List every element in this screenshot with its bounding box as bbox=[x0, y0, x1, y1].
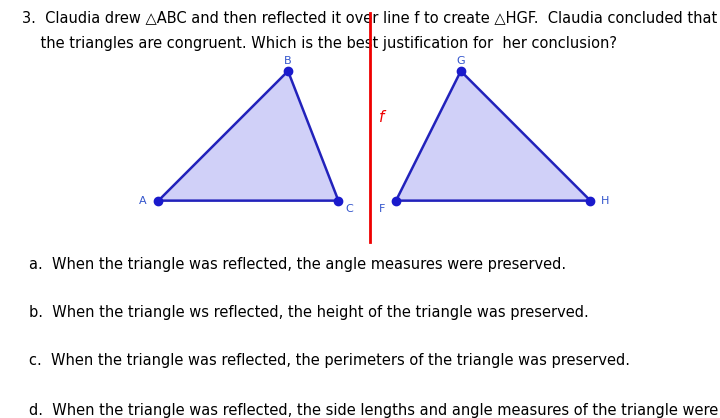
Text: d.  When the triangle was reflected, the side lengths and angle measures of the : d. When the triangle was reflected, the … bbox=[29, 403, 718, 418]
Polygon shape bbox=[158, 71, 338, 201]
Text: a.  When the triangle was reflected, the angle measures were preserved.: a. When the triangle was reflected, the … bbox=[29, 257, 566, 272]
Text: 3.  Claudia drew △ABC and then reflected it over line f to create △HGF.  Claudia: 3. Claudia drew △ABC and then reflected … bbox=[22, 10, 717, 25]
Text: B: B bbox=[284, 56, 292, 66]
Text: G: G bbox=[456, 56, 465, 66]
Text: H: H bbox=[600, 196, 609, 206]
Text: C: C bbox=[346, 204, 353, 214]
Text: c.  When the triangle was reflected, the perimeters of the triangle was preserve: c. When the triangle was reflected, the … bbox=[29, 353, 630, 368]
Text: the triangles are congruent. Which is the best justification for  her conclusion: the triangles are congruent. Which is th… bbox=[22, 36, 616, 51]
Text: f: f bbox=[379, 110, 384, 125]
Text: b.  When the triangle ws reflected, the height of the triangle was preserved.: b. When the triangle ws reflected, the h… bbox=[29, 305, 588, 320]
Text: A: A bbox=[139, 196, 146, 206]
Polygon shape bbox=[396, 71, 590, 201]
Text: F: F bbox=[379, 204, 384, 214]
